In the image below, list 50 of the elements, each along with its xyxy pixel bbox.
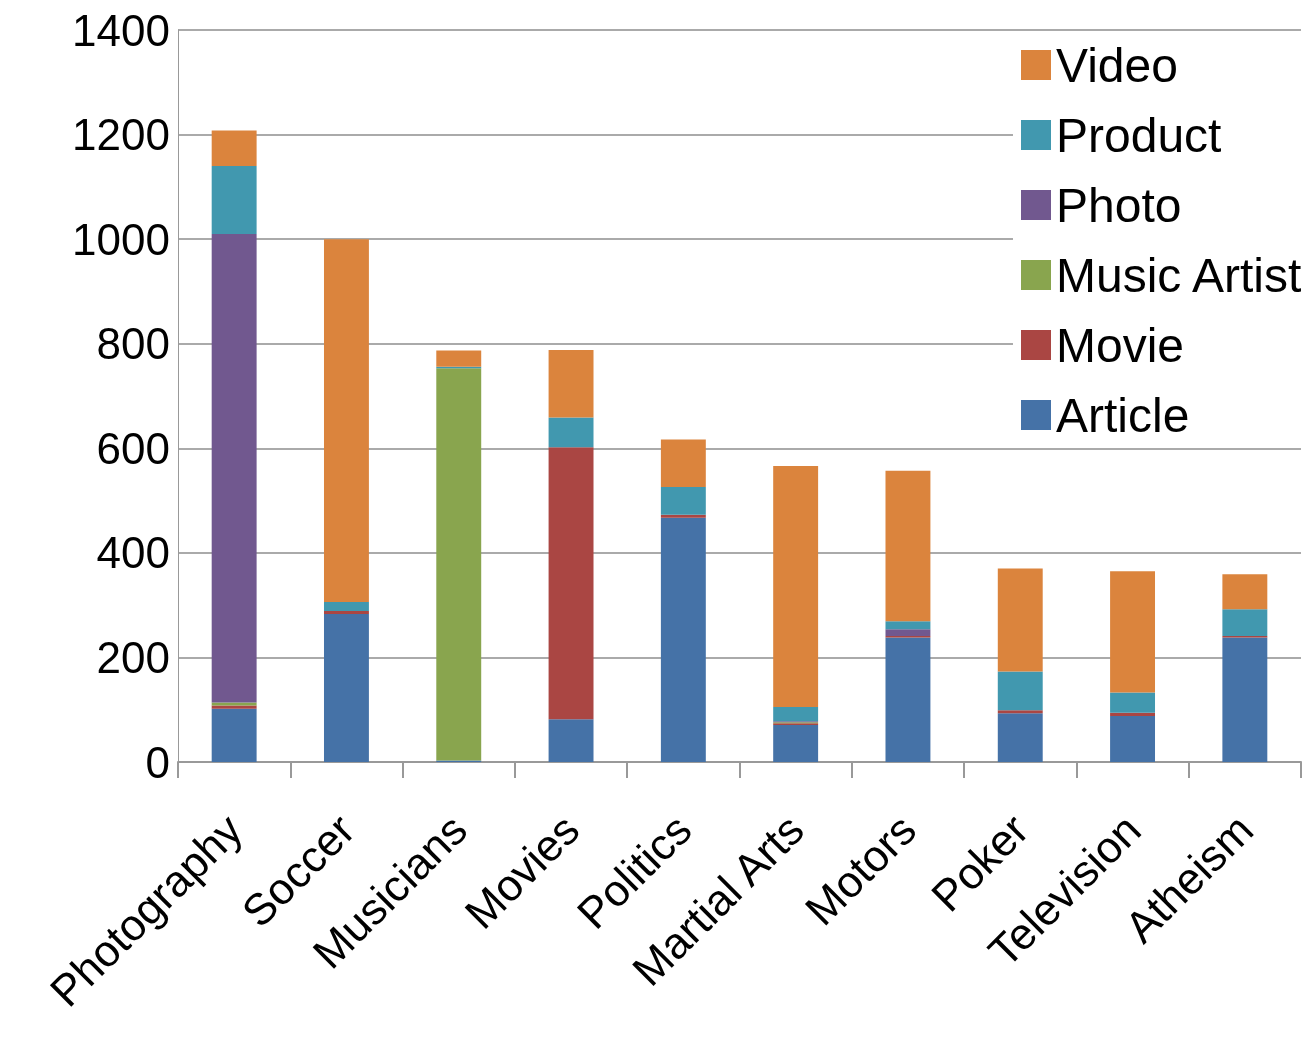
y-tick-label: 600 — [96, 423, 170, 473]
bar — [211, 130, 257, 166]
bar — [548, 417, 594, 448]
y-tick-label: 1200 — [72, 110, 170, 160]
bar — [436, 368, 482, 761]
bar — [323, 614, 369, 762]
bar — [1110, 571, 1156, 693]
y-tick-label: 0 — [145, 737, 170, 787]
y-tick-label: 1400 — [72, 5, 170, 55]
bar — [548, 349, 594, 418]
bar — [660, 514, 706, 518]
y-tick-label: 1000 — [72, 214, 170, 264]
bar — [885, 629, 931, 636]
bar — [548, 719, 594, 762]
legend-label: Photo — [1055, 178, 1182, 232]
bar — [323, 602, 369, 611]
bar — [1110, 715, 1156, 762]
bar — [1110, 712, 1156, 716]
bar — [1110, 692, 1156, 713]
legend-label: Article — [1055, 388, 1190, 442]
y-tick-label: 400 — [96, 528, 170, 578]
legend-label: Movie — [1055, 318, 1185, 372]
bar — [773, 707, 819, 722]
bar — [323, 239, 369, 603]
bar — [211, 165, 257, 234]
bar — [548, 447, 594, 720]
y-tick-label: 800 — [96, 319, 170, 369]
bar — [1222, 609, 1268, 636]
bar — [211, 708, 257, 762]
bar — [211, 233, 257, 703]
bar — [773, 466, 819, 708]
bar — [1222, 637, 1268, 762]
bar — [660, 486, 706, 515]
legend-label: Product — [1055, 108, 1222, 162]
bar — [1222, 574, 1268, 610]
bar — [885, 470, 931, 622]
bar — [436, 350, 482, 367]
y-tick-label: 200 — [96, 632, 170, 682]
bar — [997, 713, 1043, 762]
bar — [885, 637, 931, 762]
bar — [773, 724, 819, 762]
legend-label: Video — [1055, 38, 1178, 92]
bar — [997, 568, 1043, 672]
bar — [885, 621, 931, 630]
bar — [660, 517, 706, 762]
bar — [323, 610, 369, 615]
bar — [997, 710, 1043, 714]
legend-label: Music Artist — [1055, 248, 1302, 302]
bar — [660, 439, 706, 487]
bar — [997, 671, 1043, 711]
